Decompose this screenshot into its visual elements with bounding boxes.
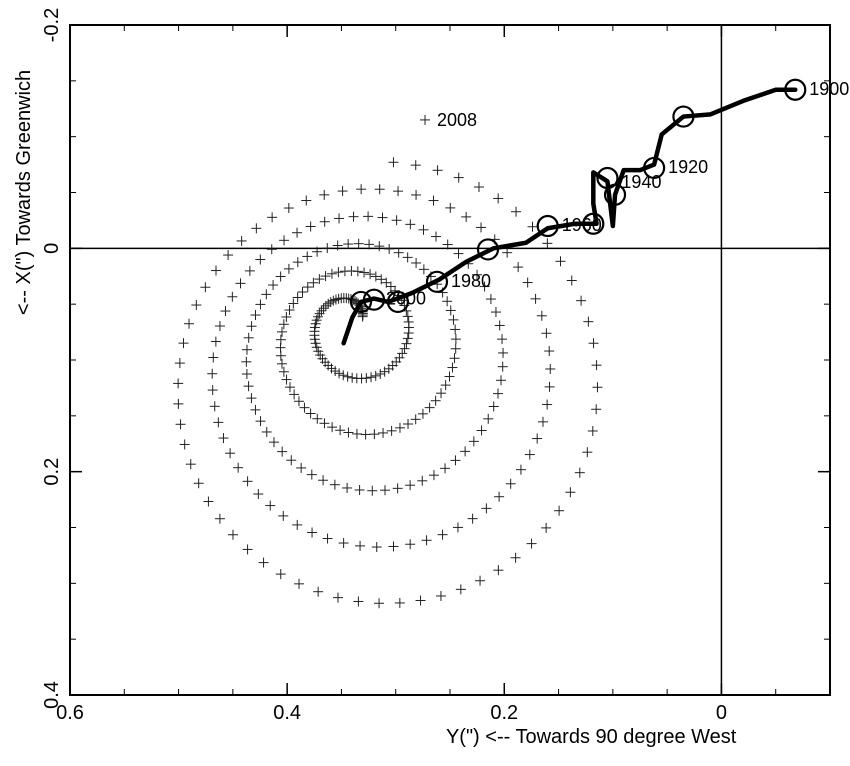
svg-text:Y(") <-- Towards 90 degree Wes: Y(") <-- Towards 90 degree West <box>446 726 737 748</box>
svg-text:-0.2: -0.2 <box>41 8 63 42</box>
svg-text:0.2: 0.2 <box>490 702 518 724</box>
svg-text:0: 0 <box>716 702 727 724</box>
svg-text:0.4: 0.4 <box>41 681 63 709</box>
svg-text:1940: 1940 <box>621 172 661 192</box>
svg-text:<-- X(") Towards Greenwich: <-- X(") Towards Greenwich <box>13 70 35 315</box>
svg-text:1920: 1920 <box>668 157 708 177</box>
svg-text:1960: 1960 <box>562 215 602 235</box>
svg-text:2000: 2000 <box>386 289 426 309</box>
svg-text:1980: 1980 <box>451 271 491 291</box>
svg-text:0.2: 0.2 <box>41 458 63 486</box>
svg-text:0.4: 0.4 <box>273 702 301 724</box>
plot-svg: 0.60.40.200.40.20-0.2Y(") <-- Towards 90… <box>0 0 850 761</box>
polar-motion-chart: 0.60.40.200.40.20-0.2Y(") <-- Towards 90… <box>0 0 850 761</box>
svg-text:0: 0 <box>41 243 63 254</box>
svg-text:2008: 2008 <box>437 110 477 130</box>
svg-text:1900: 1900 <box>809 79 849 99</box>
